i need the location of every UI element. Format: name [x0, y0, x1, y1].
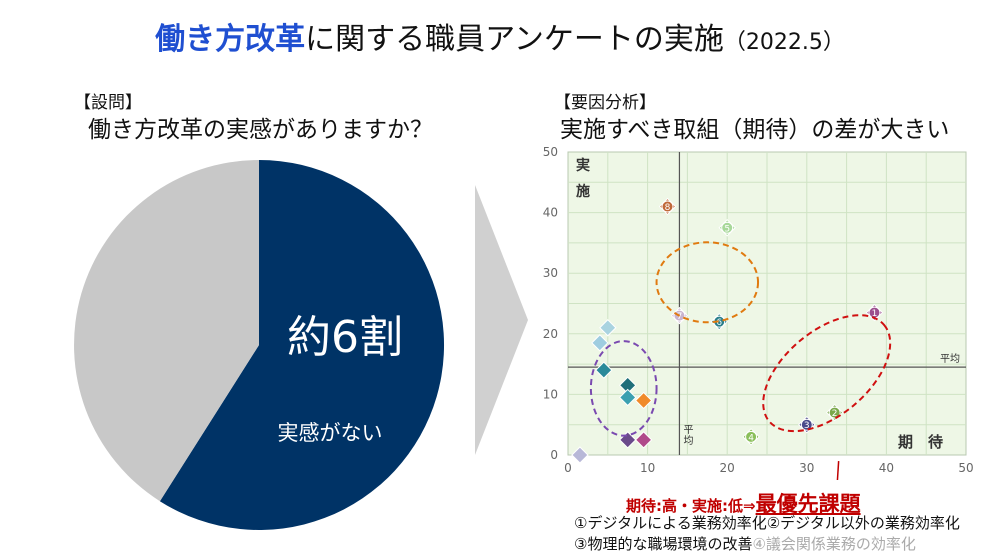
point-marker: [634, 391, 653, 410]
point-label-ring: [673, 309, 686, 322]
y-axis-char: 施: [576, 183, 590, 200]
y-axis-char: 実: [576, 157, 590, 174]
x-tick-label: 50: [958, 461, 973, 475]
point-label: 3: [804, 421, 810, 431]
point-marker: [599, 319, 617, 337]
cluster-ellipse-1: [589, 340, 658, 437]
pie-big-label: 約6割: [287, 312, 403, 363]
average-lines: 平均: [568, 152, 966, 455]
point-label: 7: [677, 312, 683, 322]
data-point-4: 4: [742, 428, 760, 446]
data-point: [634, 431, 653, 449]
axis-ticks: 0 10 20 30 40 50 0 10 20 30 40 50: [543, 145, 974, 475]
point-marker: [595, 361, 613, 379]
x-tick-label: 40: [879, 461, 894, 475]
data-point: [634, 391, 653, 410]
y-tick-label: 0: [550, 448, 558, 462]
point-label: 1: [872, 309, 878, 319]
title-rest: に関する職員アンケートの実施: [305, 22, 724, 57]
point-label-ring: [828, 406, 841, 419]
caption-prefix: 期待:高・実施:低⇒: [626, 497, 756, 515]
legend-line-2: ③物理的な職場環境の改善④議会関係業務の効率化: [574, 533, 916, 554]
red-callout-line: [836, 461, 840, 480]
y-tick-label: 20: [543, 327, 558, 341]
question-tag: 【設問】: [74, 93, 142, 113]
y-tick-label: 10: [543, 387, 558, 401]
pie-slice-2: [74, 160, 260, 502]
x-tick-label: 10: [640, 461, 655, 475]
point-marker: [591, 334, 609, 352]
avg-label-vertical: 平均: [683, 425, 693, 447]
pie-small-label: 実感がない: [278, 421, 383, 445]
y-axis-label: 実施: [576, 157, 590, 200]
point-label: 8: [665, 203, 671, 213]
point-marker: [618, 388, 637, 407]
legend-line-1: ①デジタルによる業務効率化②デジタル以外の業務効率化: [574, 514, 960, 532]
x-tick-label: 20: [720, 461, 735, 475]
plot-grid: [568, 152, 966, 455]
avg-label-horizontal: 平均: [940, 353, 960, 365]
pie-slice-1: [159, 160, 445, 530]
avg-label-char: 均: [683, 435, 693, 447]
data-point: [571, 446, 589, 464]
data-point: [591, 334, 609, 352]
y-tick-label: 30: [543, 266, 558, 280]
x-axis-label: 期 待: [898, 433, 943, 451]
legend-item-4: ④議会関係業務の効率化: [752, 535, 916, 553]
point-label: 2: [832, 409, 838, 419]
cluster-ellipse-2: [655, 241, 760, 324]
data-point: [599, 319, 617, 337]
analysis-heading: 実施すべき取組（期待）の差が大きい: [560, 117, 950, 143]
cluster-ellipses: [589, 241, 892, 437]
data-point-5: 5: [718, 219, 736, 237]
legend-item-3: ③物理的な職場環境の改善: [574, 535, 753, 553]
data-point: [595, 361, 613, 379]
data-point: [618, 388, 637, 407]
y-tick-label: 50: [543, 145, 558, 159]
title-highlight: 働き方改革: [155, 22, 306, 57]
analysis-tag: 【要因分析】: [554, 93, 656, 113]
pie-slices: [74, 160, 445, 530]
page-title: 働き方改革に関する職員アンケートの実施（2022.5）: [0, 14, 1000, 58]
cluster-ellipse-3: [762, 314, 892, 433]
point-label: 6: [716, 318, 722, 328]
point-label-ring: [745, 430, 758, 443]
point-label-ring: [661, 200, 674, 213]
x-tick-label: 0: [564, 461, 572, 475]
data-point-8: 8: [658, 197, 677, 216]
point-label-ring: [721, 221, 734, 234]
priority-caption: 期待:高・実施:低⇒最優先課題: [626, 488, 861, 518]
scatter-plot: 平均 0 10 20 30 40 50 0 10 20 30 40 50 実施 期 待 平均 1 2 3 4…: [543, 145, 974, 480]
avg-label-char: 平: [683, 425, 693, 436]
title-date: （2022.5）: [723, 30, 845, 55]
point-label-ring: [800, 418, 813, 431]
y-tick-label: 40: [543, 206, 558, 220]
x-tick-label: 30: [799, 461, 814, 475]
point-label: 5: [724, 224, 730, 234]
point-marker: [634, 431, 653, 449]
point-marker: [571, 446, 589, 464]
point-label: 4: [748, 433, 754, 443]
question-text: 働き方改革の実感がありますか？: [88, 117, 433, 143]
caption-emphasis: 最優先課題: [755, 492, 861, 516]
